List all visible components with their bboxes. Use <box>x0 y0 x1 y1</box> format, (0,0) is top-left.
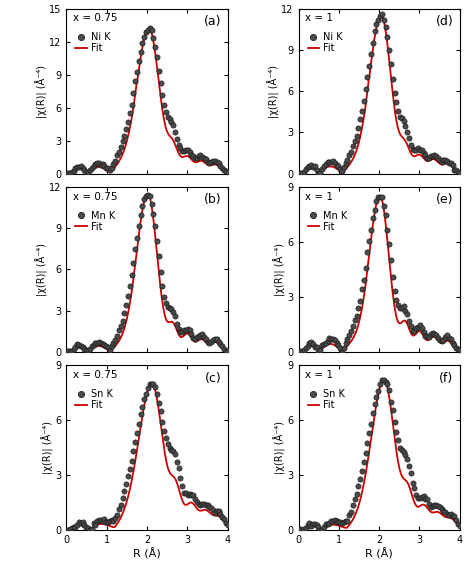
Text: x = 1: x = 1 <box>305 14 333 23</box>
Legend: Ni K, Fit: Ni K, Fit <box>307 32 344 54</box>
Text: (e): (e) <box>436 193 453 206</box>
Text: x = 0.75: x = 0.75 <box>73 370 117 380</box>
Text: x = 0.75: x = 0.75 <box>73 192 117 202</box>
Y-axis label: |χ(R)| (Å⁻⁴): |χ(R)| (Å⁻⁴) <box>36 65 48 117</box>
Text: x = 1: x = 1 <box>305 192 333 202</box>
Y-axis label: |χ(R)| (Å⁻⁴): |χ(R)| (Å⁻⁴) <box>42 421 54 474</box>
Y-axis label: |χ(R)| (Å⁻⁴): |χ(R)| (Å⁻⁴) <box>267 65 280 117</box>
Text: x = 0.75: x = 0.75 <box>73 14 117 23</box>
Text: (a): (a) <box>204 15 221 28</box>
Legend: Ni K, Fit: Ni K, Fit <box>74 32 111 54</box>
Legend: Mn K, Fit: Mn K, Fit <box>307 210 348 232</box>
Text: (d): (d) <box>436 15 453 28</box>
Legend: Sn K, Fit: Sn K, Fit <box>74 388 114 411</box>
X-axis label: R (Å): R (Å) <box>133 548 161 559</box>
Y-axis label: |χ(R)| (Å⁻⁴): |χ(R)| (Å⁻⁴) <box>274 243 286 296</box>
Text: (c): (c) <box>204 372 221 384</box>
Text: (f): (f) <box>439 372 453 384</box>
Legend: Sn K, Fit: Sn K, Fit <box>307 388 346 411</box>
Text: x = 1: x = 1 <box>305 370 333 380</box>
Text: (b): (b) <box>203 193 221 206</box>
Y-axis label: |χ(R)| (Å⁻⁴): |χ(R)| (Å⁻⁴) <box>36 243 48 296</box>
Legend: Mn K, Fit: Mn K, Fit <box>74 210 116 232</box>
X-axis label: R (Å): R (Å) <box>365 548 393 559</box>
Y-axis label: |χ(R)| (Å⁻⁴): |χ(R)| (Å⁻⁴) <box>274 421 286 474</box>
